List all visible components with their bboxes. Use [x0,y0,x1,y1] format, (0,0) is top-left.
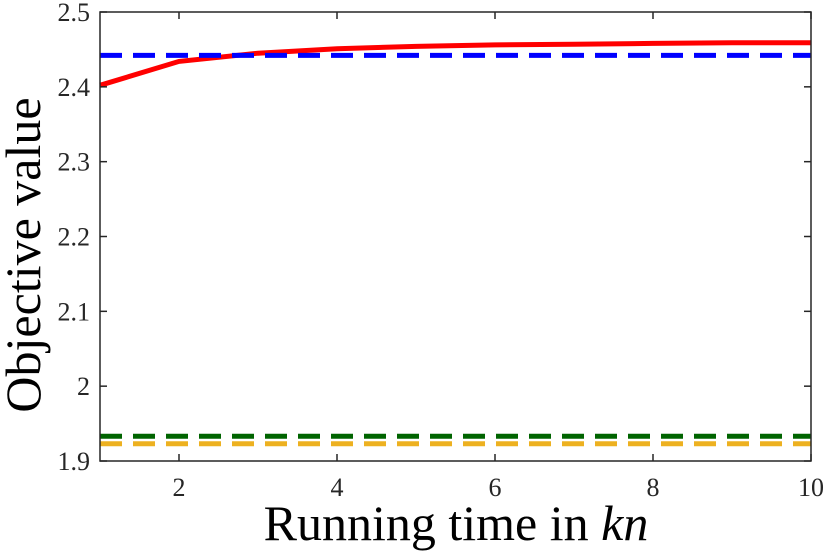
x-tick-label: 2 [173,473,186,502]
y-tick-label: 2.3 [58,148,91,177]
plot-area [100,12,811,461]
y-tick-label: 2.2 [58,223,91,252]
y-axis-title: Objective value [0,97,51,412]
x-tick-label: 4 [331,473,344,502]
plot-background [100,12,811,461]
series-layer [99,40,811,447]
x-axis-title-text: Running time in [264,495,602,551]
y-tick-label: 2.1 [58,297,91,326]
y-tick-label: 1.9 [58,447,91,476]
x-axis-title-italic: kn [601,495,648,551]
y-tick-label: 2.4 [58,73,91,102]
x-axis-title: Running time in kn [264,495,649,551]
x-tick-label: 6 [489,473,502,502]
y-tick-label: 2 [77,372,90,401]
y-tick-label: 2.5 [58,0,91,27]
x-tick-label: 10 [798,473,824,502]
x-tick-label: 8 [647,473,660,502]
ticks-layer: 2 4 6 8 10 1.9 2 2.1 2.2 2.3 2.4 2.5 [58,0,825,502]
